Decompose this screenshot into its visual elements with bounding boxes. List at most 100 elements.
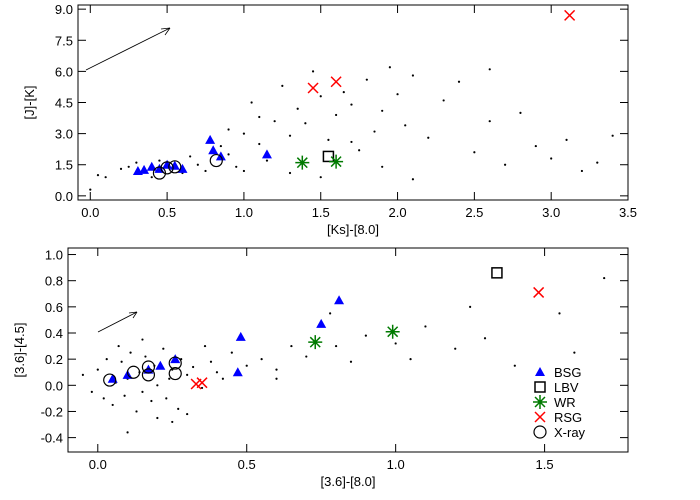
square-marker: [322, 150, 335, 163]
asterisk-marker: [295, 155, 310, 170]
field-star: [411, 178, 415, 181]
y-tick-label: 0.2: [45, 352, 63, 367]
y-tick-label: 0.6: [45, 300, 63, 315]
field-star: [329, 312, 332, 315]
field-star: [457, 80, 461, 83]
legend-label: X-ray: [554, 425, 586, 440]
field-star: [129, 351, 132, 354]
circle-marker: [103, 373, 117, 387]
triangle-marker: [146, 161, 157, 171]
field-star: [150, 399, 153, 403]
field-star: [119, 167, 123, 170]
field-star: [296, 107, 299, 110]
field-star: [473, 151, 476, 154]
y-tick-label: 6.0: [55, 64, 73, 79]
y-axis-label: [J]-[K]: [22, 86, 37, 120]
field-star: [127, 165, 130, 168]
field-star: [319, 176, 322, 179]
field-star: [513, 364, 516, 367]
field-star: [342, 91, 345, 94]
y-axis-label: [3.6]-[4.5]: [12, 323, 27, 378]
x-marker: [307, 82, 319, 94]
field-star: [288, 171, 292, 175]
field-star: [350, 140, 353, 144]
field-star: [519, 111, 522, 114]
field-star: [250, 101, 253, 104]
y-tick-label: 0.8: [45, 274, 63, 289]
field-star: [273, 120, 276, 123]
field-star: [409, 358, 412, 361]
circle-marker: [209, 153, 223, 168]
x-marker: [534, 411, 546, 423]
field-star: [215, 371, 219, 374]
plot-frame: [67, 247, 629, 453]
field-star: [144, 355, 147, 358]
field-star: [258, 142, 261, 146]
field-star: [196, 163, 199, 166]
field-star: [319, 95, 322, 98]
y-tick-label: 4.5: [55, 96, 73, 111]
field-star: [227, 128, 230, 131]
triangle-marker: [205, 134, 216, 144]
field-star: [483, 337, 487, 340]
x-axis-label: [3.6]-[8.0]: [321, 474, 376, 489]
y-tick-label: 1.5: [55, 158, 73, 173]
x-tick-label: 3.5: [619, 205, 637, 220]
field-star: [550, 157, 553, 160]
circle-marker: [141, 368, 156, 382]
field-star: [126, 431, 129, 434]
field-star: [469, 305, 472, 308]
field-star: [209, 360, 213, 363]
legend-label: WR: [554, 395, 576, 410]
field-star: [488, 68, 491, 71]
legend-label: RSG: [554, 410, 582, 425]
x-tick-label: 2.0: [389, 205, 407, 220]
field-star: [230, 351, 233, 354]
circle-marker: [533, 425, 547, 439]
field-star: [192, 365, 195, 369]
y-tick-label: 1.0: [45, 248, 63, 263]
field-star: [105, 358, 108, 361]
reddening-vector: [85, 27, 171, 71]
y-tick-label: 0.4: [45, 326, 63, 341]
field-star: [288, 134, 292, 137]
panel: 0.0 0.5 1.0 1.5 -0.4 -0.2 0.0 0.2 0.4 0.6 0.8 1.0 [3…: [12, 247, 629, 489]
y-tick-label: 7.5: [55, 33, 73, 48]
x-tick-label: 1.0: [387, 457, 405, 472]
reddening-vector: [97, 311, 138, 333]
field-star: [381, 165, 384, 168]
triangle-marker: [316, 318, 327, 328]
x-tick-label: 0.5: [158, 205, 176, 220]
field-star: [156, 416, 159, 420]
field-star: [335, 113, 338, 117]
field-star: [102, 397, 105, 400]
y-tick-label: 0.0: [55, 189, 73, 204]
field-star: [442, 99, 445, 102]
circle-marker: [141, 360, 156, 374]
field-star: [394, 342, 397, 345]
field-star: [311, 70, 315, 73]
field-star: [573, 351, 576, 354]
field-star: [171, 420, 174, 424]
field-star: [388, 66, 391, 69]
arrow-head: [160, 27, 171, 36]
field-star: [168, 377, 171, 380]
asterisk-marker: [329, 154, 344, 169]
triangle-marker: [170, 354, 181, 364]
x-tick-label: 0.0: [89, 457, 107, 472]
field-star: [165, 397, 168, 400]
field-star: [603, 276, 606, 280]
y-tick-label: -0.4: [41, 431, 63, 446]
field-star: [186, 373, 189, 376]
field-star: [304, 122, 307, 125]
circle-marker: [168, 366, 182, 381]
y-tick-label: 9.0: [55, 2, 73, 17]
field-star: [221, 377, 224, 380]
field-star: [104, 176, 107, 179]
triangle-marker: [155, 360, 166, 370]
x-marker: [330, 76, 342, 88]
triangle-marker: [232, 367, 243, 377]
field-star: [123, 394, 126, 397]
y-tick-label: 3.0: [55, 127, 73, 142]
